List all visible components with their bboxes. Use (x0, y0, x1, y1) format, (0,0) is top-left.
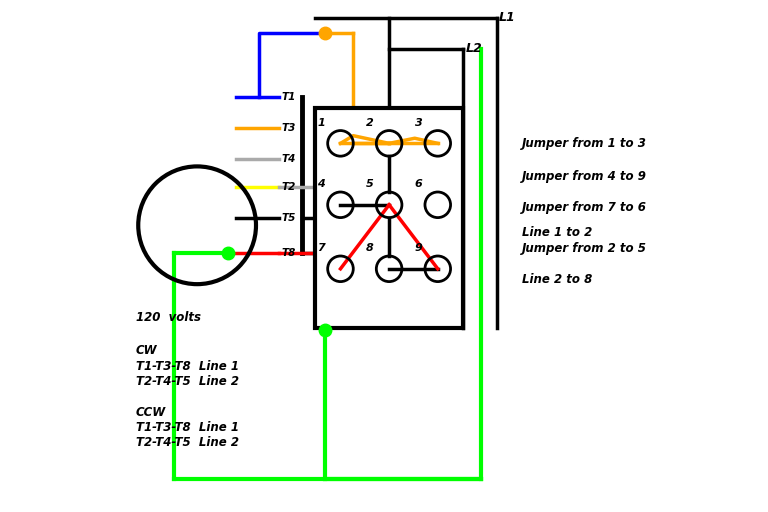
Text: CW: CW (136, 344, 157, 357)
Text: 1: 1 (317, 118, 325, 128)
Text: Line 1 to 2: Line 1 to 2 (522, 226, 592, 240)
Text: Line 2 to 8: Line 2 to 8 (522, 272, 592, 286)
Text: L1: L1 (499, 11, 516, 25)
Text: T2-T4-T5  Line 2: T2-T4-T5 Line 2 (136, 375, 239, 388)
Text: 2: 2 (366, 118, 374, 128)
Text: Jumper from 4 to 9: Jumper from 4 to 9 (522, 170, 647, 183)
Text: Jumper from 7 to 6: Jumper from 7 to 6 (522, 201, 647, 214)
Text: 8: 8 (366, 243, 374, 253)
Text: 4: 4 (317, 179, 325, 189)
Text: 5: 5 (366, 179, 374, 189)
Text: 9: 9 (415, 243, 422, 253)
Text: T1: T1 (282, 92, 296, 102)
Text: T1-T3-T8  Line 1: T1-T3-T8 Line 1 (136, 421, 239, 434)
Text: T5: T5 (282, 212, 296, 223)
Text: L2: L2 (466, 42, 482, 55)
Text: T1-T3-T8  Line 1: T1-T3-T8 Line 1 (136, 359, 239, 373)
Text: Jumper from 2 to 5: Jumper from 2 to 5 (522, 242, 647, 255)
Text: 6: 6 (415, 179, 422, 189)
Text: 3: 3 (415, 118, 422, 128)
Text: T2-T4-T5  Line 2: T2-T4-T5 Line 2 (136, 436, 239, 450)
Text: 7: 7 (317, 243, 325, 253)
Text: 120  volts: 120 volts (136, 311, 200, 324)
Text: T3: T3 (282, 123, 296, 133)
Text: T8: T8 (282, 248, 296, 259)
FancyBboxPatch shape (315, 108, 463, 328)
Text: Jumper from 1 to 3: Jumper from 1 to 3 (522, 137, 647, 150)
Text: T2: T2 (282, 182, 296, 192)
Text: CCW: CCW (136, 406, 166, 419)
Text: T4: T4 (282, 154, 296, 164)
